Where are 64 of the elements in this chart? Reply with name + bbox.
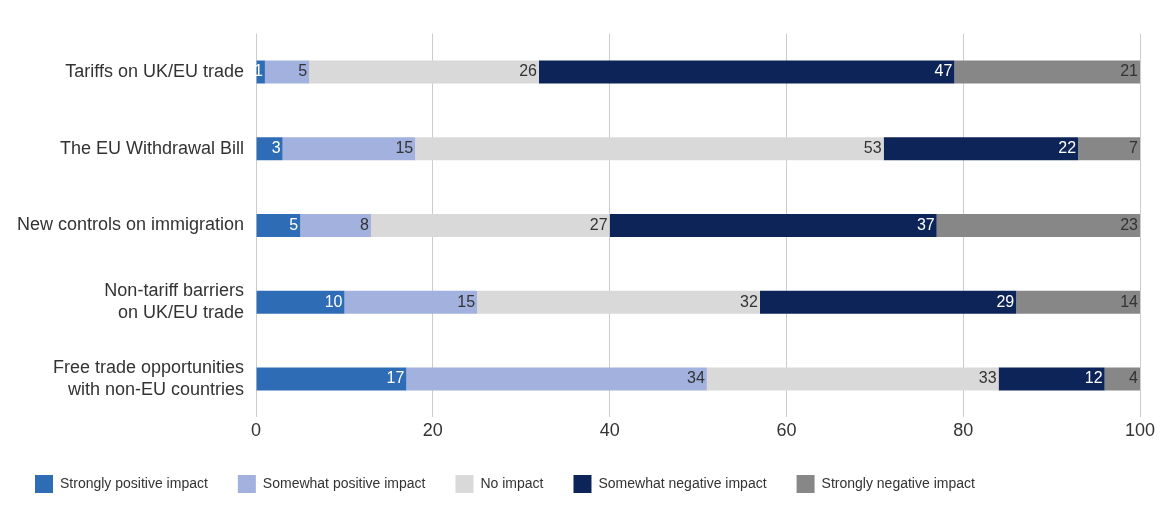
bar xyxy=(282,137,416,161)
bar xyxy=(1016,290,1140,314)
bar xyxy=(256,290,345,314)
data-label: 3 xyxy=(271,139,281,157)
x-tick-label: 80 xyxy=(953,420,974,441)
x-tick-label: 20 xyxy=(422,420,443,441)
data-label: 14 xyxy=(1120,292,1139,310)
bar xyxy=(998,367,1105,391)
data-label: 34 xyxy=(687,369,705,387)
data-label: 7 xyxy=(1129,139,1139,157)
bar xyxy=(954,60,1140,84)
bar xyxy=(706,367,999,391)
data-label: 10 xyxy=(324,292,343,310)
data-label: 23 xyxy=(1120,215,1139,233)
legend-label: Strongly negative impact xyxy=(821,474,975,491)
bar xyxy=(1104,367,1140,391)
bar xyxy=(344,290,478,314)
data-label: 12 xyxy=(1084,369,1103,387)
data-label: 32 xyxy=(740,292,759,310)
data-label: 33 xyxy=(978,369,997,387)
x-tick-label: 60 xyxy=(776,420,797,441)
bar xyxy=(538,60,955,84)
legend-label: Somewhat positive impact xyxy=(262,474,426,491)
bar xyxy=(1078,137,1140,161)
bar xyxy=(883,137,1079,161)
x-tick-label: 40 xyxy=(599,420,620,441)
data-label: 22 xyxy=(1058,139,1077,157)
data-label: 1 xyxy=(254,62,264,80)
data-label: 5 xyxy=(289,215,299,233)
data-label: 4 xyxy=(1129,369,1139,387)
x-tick-label: 100 xyxy=(1124,420,1156,441)
bar xyxy=(759,290,1017,314)
bar xyxy=(609,213,937,238)
data-label: 27 xyxy=(589,215,608,233)
bar xyxy=(300,213,371,238)
bar xyxy=(256,367,407,391)
bar xyxy=(264,60,310,84)
y-tick-label: The EU Withdrawal Bill xyxy=(60,137,245,158)
data-label: 8 xyxy=(360,215,370,233)
data-label: 21 xyxy=(1120,62,1139,80)
data-label: 53 xyxy=(863,139,882,157)
bar xyxy=(936,213,1140,238)
data-label: 47 xyxy=(934,62,953,80)
data-label: 26 xyxy=(519,62,538,80)
y-tick-label: New controls on immigration xyxy=(16,214,245,235)
data-label: 5 xyxy=(298,62,308,80)
legend-label: Somewhat negative impact xyxy=(598,474,767,491)
bar xyxy=(477,290,760,314)
data-label: 17 xyxy=(386,369,405,387)
bar xyxy=(406,367,707,391)
bar xyxy=(256,213,301,238)
y-tick-label: Free trade opportunities with non-EU countries xyxy=(52,357,245,399)
bar xyxy=(415,137,884,161)
bar xyxy=(309,60,539,84)
y-tick-label: Tariffs on UK/EU trade xyxy=(65,60,245,81)
data-label: 29 xyxy=(996,292,1015,310)
bar xyxy=(370,213,610,238)
data-label: 15 xyxy=(395,139,414,157)
data-label: 15 xyxy=(457,292,476,310)
legend-label: No impact xyxy=(480,474,544,491)
legend-label: Strongly positive impact xyxy=(60,474,208,491)
y-tick-label: Non-tariff barriers on UK/EU trade xyxy=(104,280,245,323)
data-label: 37 xyxy=(916,215,935,233)
x-tick-label: 0 xyxy=(251,420,262,441)
